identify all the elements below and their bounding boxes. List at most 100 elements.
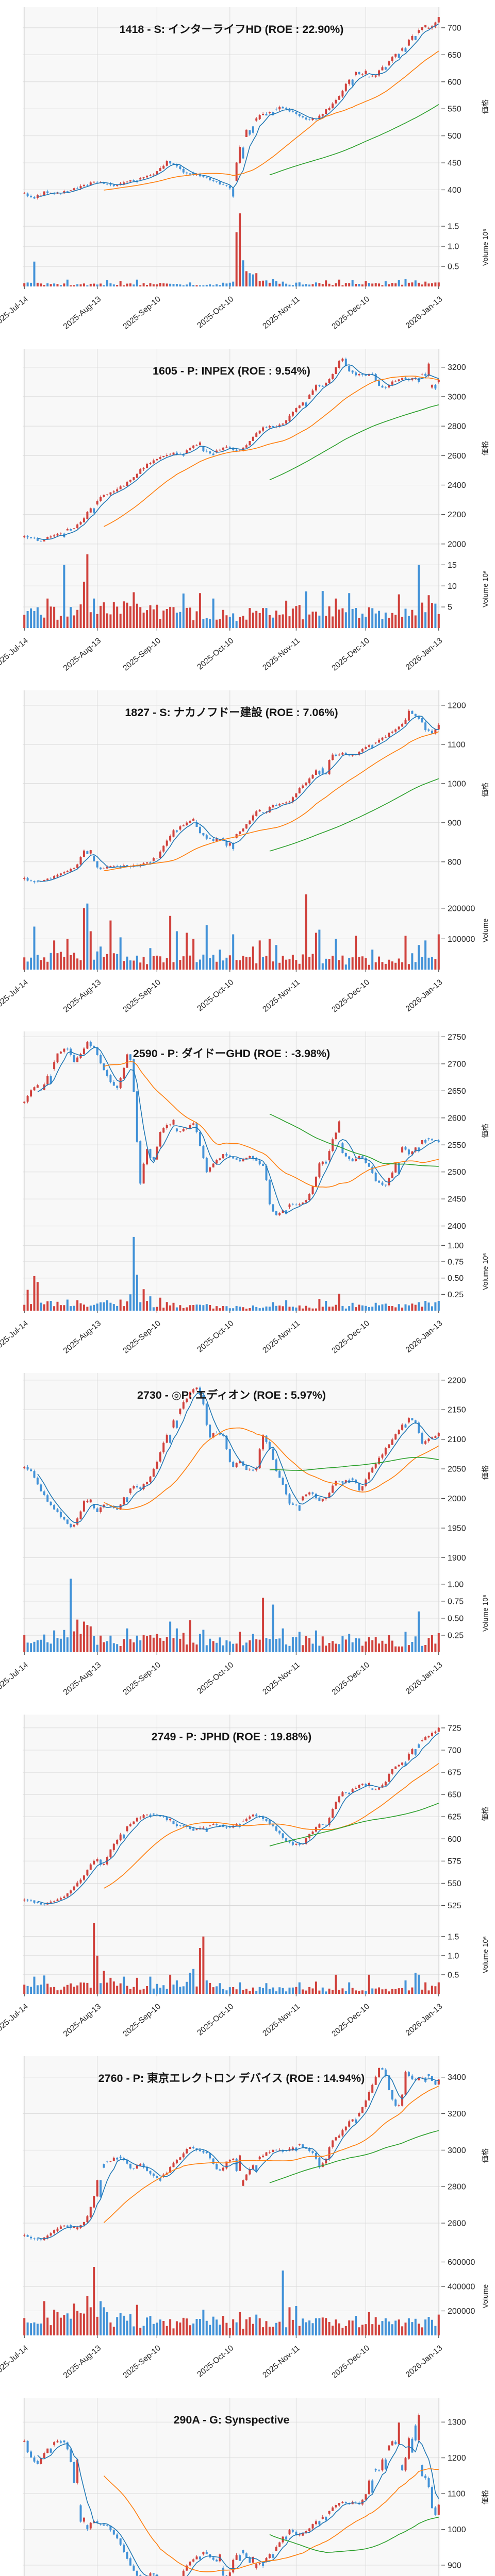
volume-tick-label: 5 [448,603,452,612]
price-tick-label: 700 [448,1746,461,1755]
x-tick-label: 2026-Jan-13 [404,1660,444,1696]
stock-chart-1827: 800 900 1000 1100 1200 100000 200000 2025-Jul-1… [0,683,495,1025]
ma-mid-line [104,731,439,871]
volume-tick-label: 0.75 [448,1258,464,1267]
x-tick-label: 2025-Dec-10 [330,295,371,331]
ma-short-line [37,1047,439,1214]
gridlines [23,348,440,628]
ma-mid-line [104,50,439,191]
chart-title: 2590 - P: ダイドーGHD (ROE : -3.98%) [133,1047,330,1060]
x-tick-label: 2025-Jul-14 [0,2002,30,2036]
x-tick-label: 2025-Aug-13 [62,978,103,1014]
ma-long-line [269,1113,439,1167]
x-tick-label: 2026-Jan-13 [404,2344,444,2379]
price-tick-label: 650 [448,51,461,60]
plot-background [23,1714,440,1994]
volume-tick-label: 15 [448,561,457,570]
price-tick-label: 2050 [448,1465,466,1474]
ma-long-line [269,2516,439,2553]
price-tick-label: 2450 [448,1195,466,1204]
ma-long-line [269,1456,439,1471]
volume-bars-down [26,2270,437,2335]
chart-canvas: 2000 2200 2400 2600 2800 3000 3200 5 10 15 2025-Ju… [0,348,489,672]
price-tick-label: 700 [448,24,461,32]
price-tick-label: 3400 [448,2073,466,2082]
ma-long-line [269,2130,439,2183]
x-tick-label: 2025-Sep-10 [121,2002,162,2039]
price-tick-label: 2550 [448,1141,466,1150]
price-tick-label: 400 [448,186,461,195]
price-tick-label: 2200 [448,1376,466,1385]
price-tick-label: 500 [448,132,461,141]
candles-up [23,2415,440,2576]
chart-title: 1418 - S: インターライフHD (ROE : 22.90%) [120,23,344,36]
ma-short-line [37,2074,439,2239]
volume-tick-label: 0.50 [448,1275,464,1283]
price-tick-label: 2000 [448,1495,466,1503]
x-tick-label: 2026-Jan-13 [404,1319,444,1354]
price-tick-label: 1200 [448,701,466,710]
stock-chart-2590: 2400 2450 2500 2550 2600 2650 2700 2750 0.25 0.50… [0,1024,495,1366]
x-tick-label: 2025-Nov-11 [261,636,302,672]
x-tick-label: 2025-Oct-10 [195,1660,235,1696]
x-tick-label: 2025-Jul-14 [0,2344,30,2378]
price-tick-label: 675 [448,1768,461,1777]
x-tick-label: 2025-Nov-11 [261,1319,302,1355]
price-tick-label: 2600 [448,1114,466,1123]
price-tick-label: 2150 [448,1406,466,1415]
volume-axis-label: Volume 10⁶ [481,229,489,266]
price-tick-label: 900 [448,819,461,827]
volume-tick-label: 400000 [448,2282,475,2291]
x-tick-label: 2025-Aug-13 [62,1319,103,1355]
stock-chart-2901: 9001000110012001300510152025-Jul-142025-… [0,2390,495,2576]
price-tick-label: 1900 [448,1554,466,1563]
chart-canvas: 400 450 500 550 600 650 700 0.5 1.0 1.5 2025-Jul-1… [0,7,489,331]
price-tick-label: 2700 [448,1060,466,1069]
chart-title: 2760 - P: 東京エレクトロン デバイス (ROE : 14.94%) [98,2072,365,2084]
x-tick-label: 2025-Sep-10 [121,1660,162,1697]
volume-axis-label: Volume 10⁶ [481,1936,489,1973]
ma-long-line [269,1803,439,1846]
price-axis-label: 価格 [481,1124,489,1138]
chart-canvas: 525 550 575 600 625 650 675 700 725 0.5 1.0 1.5 2025… [0,1714,489,2039]
plot-background [23,2056,440,2335]
chart-title: 1605 - P: INPEX (ROE : 9.54%) [153,365,310,377]
price-tick-label: 3000 [448,393,466,401]
volume-axis-label: Volume 10⁶ [481,1253,489,1290]
price-tick-label: 625 [448,1813,461,1822]
price-tick-label: 600 [448,78,461,87]
x-tick-label: 2025-Jul-14 [0,1319,30,1353]
x-tick-label: 2025-Nov-11 [261,295,302,331]
price-tick-label: 1100 [448,2489,466,2498]
ma-mid-line [103,2085,439,2223]
chart-canvas: 800 900 1000 1100 1200 100000 200000 2025-Jul-1… [0,690,489,1014]
plot-background [23,348,440,628]
chart-canvas: 2400 2450 2500 2550 2600 2650 2700 2750 0.25 0.50… [0,1031,489,1355]
ma-short-line [37,364,439,540]
candles-down [40,1042,440,1216]
volume-tick-label: 0.75 [448,1598,464,1606]
gridlines [23,1714,440,1994]
x-tick-label: 2025-Nov-11 [261,2344,302,2380]
x-tick-label: 2026-Jan-13 [404,2002,444,2038]
price-tick-label: 2600 [448,452,466,461]
price-tick-label: 2000 [448,540,466,549]
gridlines [23,1031,440,1311]
volume-bars-up [23,554,440,628]
price-tick-label: 3200 [448,363,466,372]
price-axis-label: 価格 [481,99,489,114]
price-tick-label: 2500 [448,1168,466,1177]
candles-up [23,710,440,882]
ma-short-line [37,2440,439,2576]
ma-short-line [37,1733,439,1904]
price-tick-label: 2200 [448,511,466,519]
volume-tick-label: 1.5 [448,223,459,231]
plot-background [23,1031,440,1311]
volume-axis-label: Volume 10⁶ [481,570,489,607]
x-tick-label: 2025-Dec-10 [330,2002,371,2039]
gridlines [23,7,440,286]
x-tick-label: 2026-Jan-13 [404,295,444,330]
price-tick-label: 2600 [448,2219,466,2228]
x-tick-label: 2025-Dec-10 [330,2344,371,2380]
